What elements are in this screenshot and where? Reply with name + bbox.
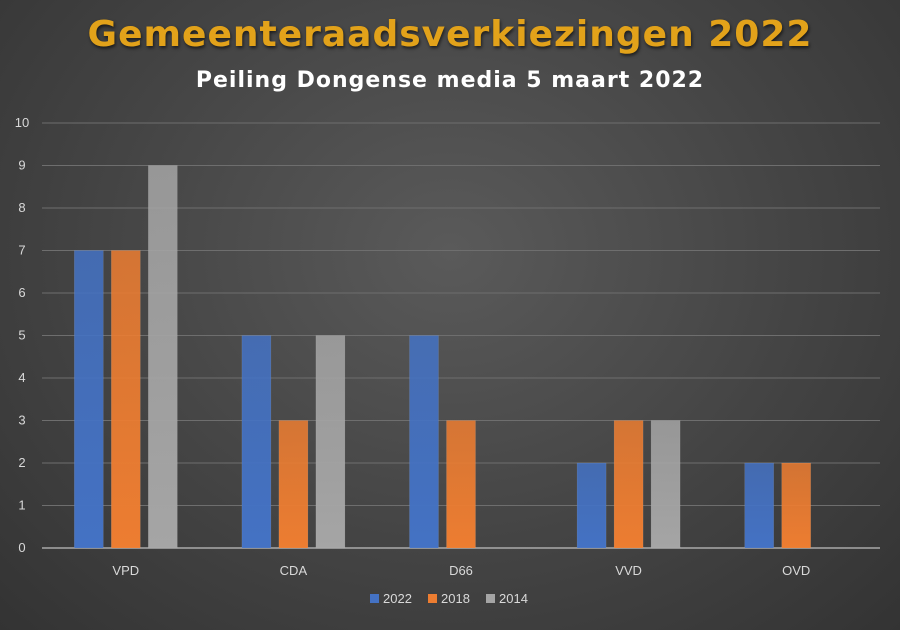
bar-2022-OVD: [744, 462, 774, 549]
y-tick-label: 0: [18, 540, 25, 555]
bar-2014-VVD: [650, 420, 681, 549]
bar-2014-VPD: [148, 165, 178, 549]
x-tick-label: CDA: [280, 563, 308, 578]
bar-2018-CDA: [278, 420, 309, 549]
chart-subtitle: Peiling Dongense media 5 maart 2022: [195, 68, 705, 93]
legend-label-2014: 2014: [499, 591, 528, 606]
bar-2014-CDA: [315, 335, 346, 549]
x-tick-label: VPD: [112, 563, 139, 578]
legend-swatch-2018: [428, 594, 437, 603]
legend-label-2018: 2018: [441, 591, 470, 606]
bar-2022-VPD: [74, 250, 104, 549]
bar-2018-D66: [446, 420, 476, 549]
y-tick-label: 7: [18, 243, 25, 258]
bar-2022-CDA: [241, 335, 272, 549]
x-tick-label: VVD: [615, 563, 642, 578]
y-tick-label: 3: [18, 413, 25, 428]
y-tick-label: 5: [18, 328, 25, 343]
bar-2018-OVD: [781, 462, 811, 549]
y-tick-label: 8: [18, 200, 25, 215]
y-tick-label: 6: [18, 285, 25, 300]
y-tick-label: 1: [18, 498, 25, 513]
legend-label-2022: 2022: [383, 591, 412, 606]
x-tick-label: OVD: [782, 563, 810, 578]
y-tick-label: 4: [18, 370, 25, 385]
legend-swatch-2022: [370, 594, 379, 603]
bar-2018-VPD: [111, 250, 141, 549]
y-tick-label: 10: [15, 115, 29, 130]
bar-2018-VVD: [613, 420, 644, 549]
bar-2022-VVD: [576, 462, 607, 549]
y-tick-label: 2: [18, 455, 25, 470]
bar-2022-D66: [409, 335, 439, 549]
y-tick-label: 9: [18, 158, 25, 173]
chart-title: Gemeenteraadsverkiezingen 2022: [87, 14, 813, 55]
legend-swatch-2014: [486, 594, 495, 603]
x-tick-label: D66: [449, 563, 473, 578]
